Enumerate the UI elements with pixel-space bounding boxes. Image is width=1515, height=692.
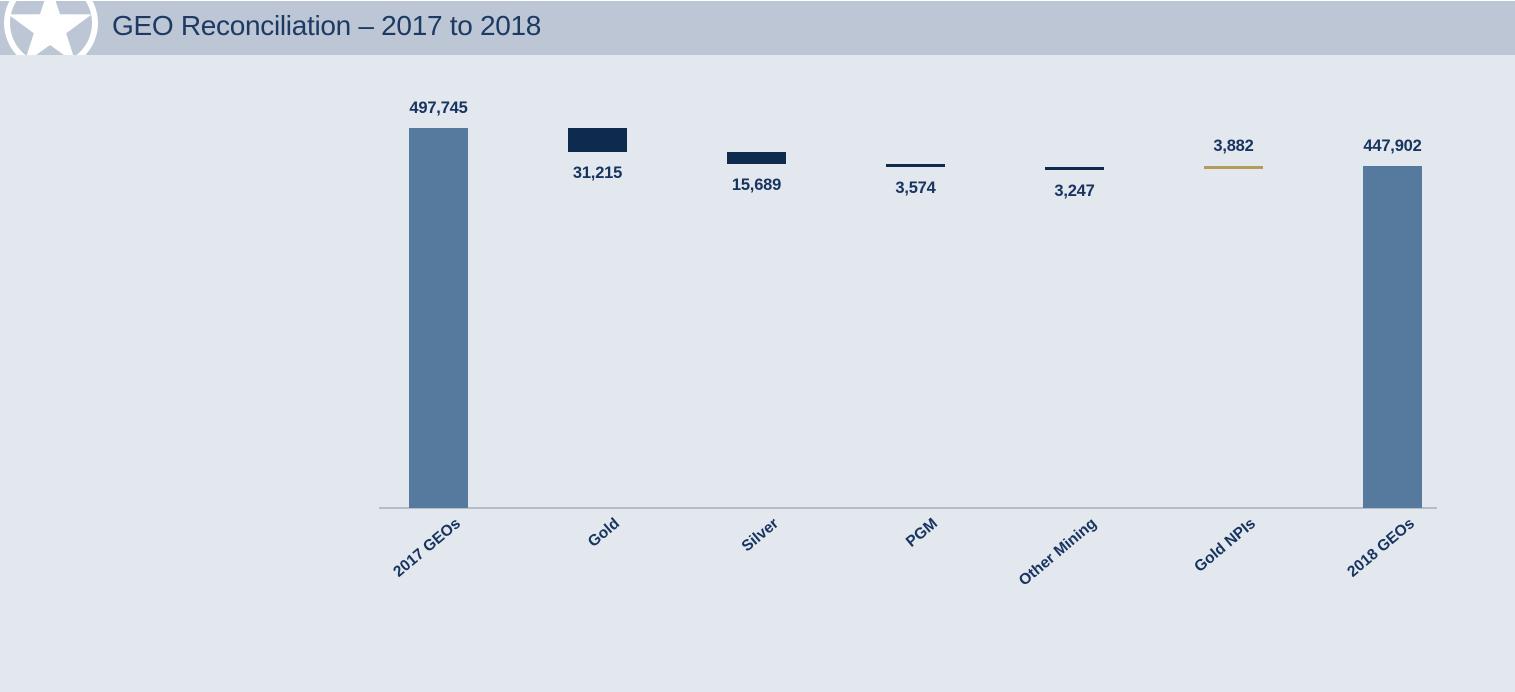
bar-value-label: 3,247 [1054,181,1095,200]
bar-value-label: 3,574 [895,178,936,197]
bar-value-label: 15,689 [731,175,782,194]
chart-bar-increase [1204,166,1263,170]
slide-header: GEO Reconciliation – 2017 to 2018 [0,1,1515,55]
chart-bar-total [409,128,468,508]
chart-bar-decrease [568,128,627,152]
x-axis-category-label: Other Mining [1015,515,1100,590]
chart-bar-decrease [1045,166,1104,170]
x-axis-category-label: PGM [902,515,941,551]
x-axis-category-label: 2018 GEOs [1343,515,1418,581]
chart-bar-total [1363,166,1422,508]
bar-value-label: 3,882 [1213,137,1254,156]
bar-value-label: 31,215 [572,163,623,182]
page-title: GEO Reconciliation – 2017 to 2018 [112,10,542,41]
x-axis-category-label: 2017 GEOs [389,515,464,581]
x-axis-category-label: Gold [584,515,623,551]
bar-value-label: 497,745 [409,99,468,117]
star-logo-icon [4,1,98,55]
chart-bar-decrease [727,151,786,164]
x-axis-category-label: Silver [738,515,782,556]
x-axis-line [379,507,1437,509]
x-axis-category-label: Gold NPIs [1190,515,1259,576]
chart-bar-decrease [886,163,945,167]
bar-value-label: 447,902 [1363,137,1422,156]
